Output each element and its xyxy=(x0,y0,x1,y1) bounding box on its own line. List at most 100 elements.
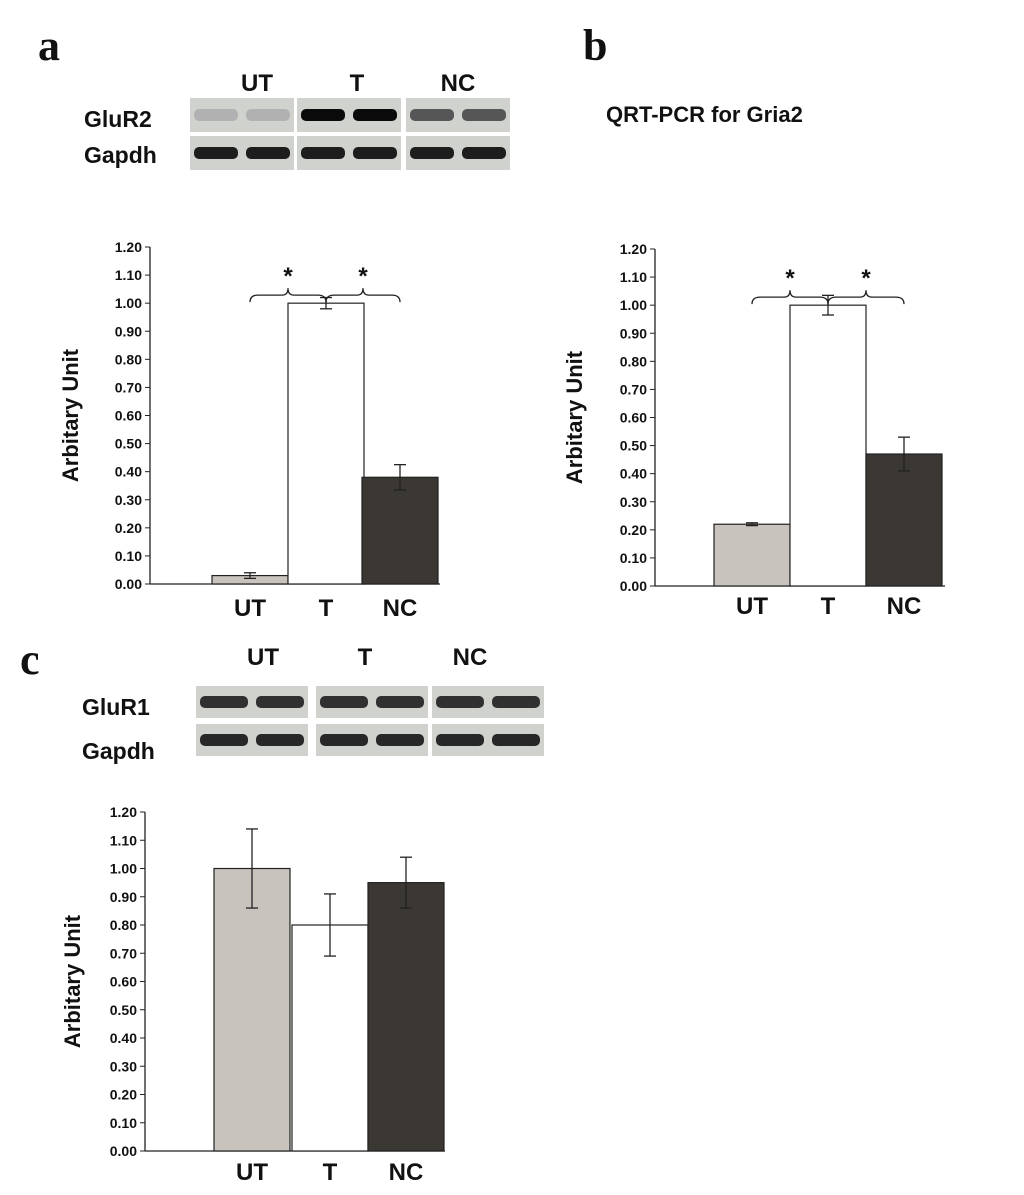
y-tick-label: 0.40 xyxy=(620,466,647,482)
bar-t xyxy=(287,302,365,585)
y-tick-label: 0.50 xyxy=(620,438,647,454)
blot-a-row-label-2: Gapdh xyxy=(84,142,157,168)
blot-band-ut-2-2 xyxy=(256,734,304,746)
x-category-nc: NC xyxy=(383,595,418,622)
chart-a: 0.00 0.10 0.20 0.30 0.40 0.50 0.60 0.70 0.80 0.90… xyxy=(58,239,440,622)
bar-nc xyxy=(865,453,943,587)
x-category-nc: NC xyxy=(389,1159,424,1186)
y-tick-label: 0.70 xyxy=(110,945,137,961)
y-tick-label: 0.90 xyxy=(620,325,647,341)
y-tick-label: 0.30 xyxy=(620,494,647,510)
significance-brace-t-nc xyxy=(827,290,905,305)
bar-ut xyxy=(213,867,291,1152)
chart-b: 0.00 0.10 0.20 0.30 0.40 0.50 0.60 0.70 0.80 0.90… xyxy=(562,241,945,620)
blot-band-ut-2-1 xyxy=(200,734,248,746)
blot-band-nc-1-2 xyxy=(462,109,506,121)
y-tick-label: 0.80 xyxy=(620,353,647,369)
y-tick-label: 1.20 xyxy=(115,239,142,255)
y-tick-label: 0.20 xyxy=(115,520,142,536)
blot-band-nc-2-1 xyxy=(410,147,454,159)
y-tick-label: 0.50 xyxy=(115,436,142,452)
x-category-t: T xyxy=(319,595,334,622)
blot-c-lane-nc: NC xyxy=(452,644,488,671)
blot-band-t-2-1 xyxy=(320,734,368,746)
chart-c: 0.00 0.10 0.20 0.30 0.40 0.50 0.60 0.70 0.80 0.90… xyxy=(60,804,445,1186)
y-tick-label: 1.00 xyxy=(115,295,142,311)
y-tick-label: 0.90 xyxy=(110,889,137,905)
blot-c-row-label-1: GluR1 xyxy=(82,694,150,720)
y-tick-label: 1.10 xyxy=(110,832,137,848)
y-tick-label: 0.00 xyxy=(620,578,647,594)
blot-band-t-1-2 xyxy=(376,696,424,708)
significance-brace-t-nc xyxy=(325,288,401,303)
bar-ut xyxy=(713,523,791,587)
blot-band-nc-2-2 xyxy=(492,734,540,746)
blot-band-ut-1-1 xyxy=(200,696,248,708)
y-tick-label: 0.60 xyxy=(620,410,647,426)
y-tick-label: 0.90 xyxy=(115,323,142,339)
y-tick-label: 0.30 xyxy=(115,492,142,508)
y-tick-label: 1.10 xyxy=(115,267,142,283)
y-tick-label: 0.20 xyxy=(620,522,647,538)
blot-a-lane-ut: UT xyxy=(241,70,273,97)
y-axis-label: Arbitary Unit xyxy=(58,348,83,482)
y-tick-label: 0.20 xyxy=(110,1087,137,1103)
blot-band-ut-2-2 xyxy=(246,147,290,159)
y-tick-label: 1.20 xyxy=(110,804,137,820)
panel-letter-c: c xyxy=(20,635,40,684)
x-category-t: T xyxy=(821,593,836,620)
blot-c-image xyxy=(196,686,544,756)
y-axis-label: Arbitary Unit xyxy=(60,914,85,1048)
significance-brace-ut-t xyxy=(751,290,829,305)
blot-band-t-1-2 xyxy=(353,109,397,121)
panel-letter-a: a xyxy=(38,21,60,70)
blot-band-nc-2-2 xyxy=(462,147,506,159)
y-tick-label: 1.10 xyxy=(620,269,647,285)
bar-nc xyxy=(367,882,445,1152)
y-tick-label: 0.80 xyxy=(115,351,142,367)
blot-band-t-2-1 xyxy=(301,147,345,159)
y-tick-label: 0.50 xyxy=(110,1002,137,1018)
blot-band-nc-1-1 xyxy=(410,109,454,121)
significance-star: * xyxy=(358,263,368,290)
bar-t xyxy=(789,304,867,587)
significance-brace-ut-t xyxy=(249,288,327,303)
y-tick-label: 1.20 xyxy=(620,241,647,257)
y-tick-label: 0.60 xyxy=(110,974,137,990)
y-tick-label: 0.00 xyxy=(115,576,142,592)
x-category-nc: NC xyxy=(887,593,922,620)
significance-star: * xyxy=(785,265,795,292)
significance-star: * xyxy=(283,263,293,290)
blot-band-nc-2-1 xyxy=(436,734,484,746)
blot-c-row-label-2: Gapdh xyxy=(82,738,155,764)
y-tick-label: 0.00 xyxy=(110,1143,137,1159)
y-tick-label: 0.40 xyxy=(115,464,142,480)
y-tick-label: 0.40 xyxy=(110,1030,137,1046)
x-category-ut: UT xyxy=(234,595,266,622)
blot-band-ut-1-2 xyxy=(256,696,304,708)
x-category-ut: UT xyxy=(236,1159,268,1186)
bar-nc xyxy=(361,476,439,585)
blot-c-lane-ut: UT xyxy=(247,644,279,671)
x-category-ut: UT xyxy=(736,593,768,620)
y-tick-label: 0.80 xyxy=(110,917,137,933)
blot-band-t-2-2 xyxy=(353,147,397,159)
blot-band-nc-1-2 xyxy=(492,696,540,708)
blot-a-image xyxy=(190,98,510,170)
significance-star: * xyxy=(861,265,871,292)
y-tick-label: 0.30 xyxy=(110,1058,137,1074)
y-tick-label: 0.70 xyxy=(115,379,142,395)
blot-band-t-1-1 xyxy=(320,696,368,708)
blot-a-row-label-1: GluR2 xyxy=(84,106,152,132)
y-tick-label: 0.70 xyxy=(620,381,647,397)
blot-band-ut-1-1 xyxy=(194,109,238,121)
y-tick-label: 0.10 xyxy=(620,550,647,566)
y-axis-label: Arbitary Unit xyxy=(562,350,587,484)
blot-a-lane-t: T xyxy=(349,70,365,97)
blot-band-ut-2-1 xyxy=(194,147,238,159)
y-tick-label: 1.00 xyxy=(110,861,137,877)
y-tick-label: 0.10 xyxy=(110,1115,137,1131)
blot-band-ut-1-2 xyxy=(246,109,290,121)
blot-a-lane-nc: NC xyxy=(440,70,476,97)
